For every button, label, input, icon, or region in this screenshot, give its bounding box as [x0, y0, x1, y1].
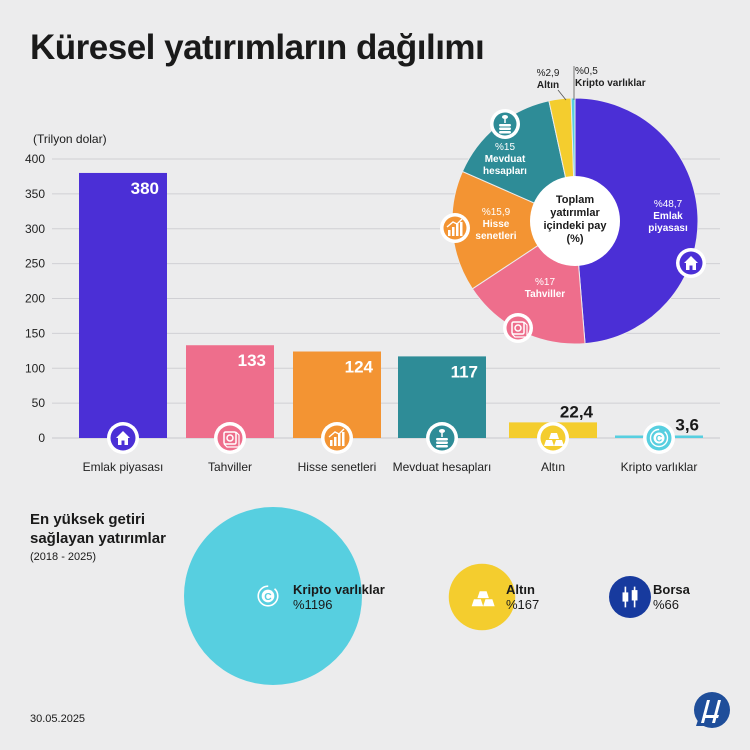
- bar-value-label: 117: [451, 362, 478, 381]
- chart-title: Küresel yatırımların dağılımı: [30, 28, 485, 67]
- y-tick-label: 100: [25, 361, 45, 375]
- y-tick-label: 50: [32, 396, 46, 410]
- x-category-label: Altın: [541, 460, 565, 474]
- bubble-name: Borsa: [653, 582, 690, 597]
- svg-text:C: C: [656, 434, 663, 444]
- x-category-label: Tahviller: [208, 460, 252, 474]
- growth-chart-icon: [321, 422, 353, 454]
- coin-stack-icon: [426, 422, 458, 454]
- pie-pct-label: %0,5: [575, 66, 598, 77]
- x-category-label: Emlak piyasası: [83, 460, 164, 474]
- y-tick-label: 150: [25, 326, 45, 340]
- bubble: [609, 576, 651, 618]
- x-category-label: Kripto varlıklar: [621, 460, 698, 474]
- pie-pct-label: %2,9: [537, 68, 560, 79]
- pie-name-label: Altın: [537, 80, 559, 91]
- pie-name-label: Emlak: [653, 211, 683, 222]
- bar-value-label: 133: [238, 351, 266, 370]
- gold-bars-icon: [471, 591, 495, 607]
- crypto-coin-icon: C: [643, 422, 675, 454]
- bar-group: 117 Mevduat hesapları: [393, 356, 492, 474]
- svg-text:C: C: [264, 592, 272, 603]
- pie-pct-label: %15,9: [482, 207, 511, 218]
- y-tick-label: 0: [38, 431, 45, 445]
- pie-name-label: Hisse: [483, 219, 510, 230]
- bubble-name: Kripto varlıklar: [293, 582, 385, 597]
- pie-center-label: içindeki pay: [544, 220, 608, 232]
- bar-group: 133 Tahviller: [186, 345, 274, 474]
- bar-group: 3,6 C Kripto varlıklar: [615, 415, 703, 474]
- bubble-value: %66: [653, 597, 680, 612]
- date-label: 30.05.2025: [30, 713, 86, 725]
- y-tick-label: 250: [25, 257, 45, 271]
- bubble-chart: C: [184, 507, 651, 685]
- bar-value-label: 380: [131, 179, 159, 198]
- pie-name-label: Kripto varlıklar: [575, 78, 646, 89]
- pie-pct-label: %48,7: [654, 199, 683, 210]
- x-category-label: Mevduat hesapları: [393, 460, 492, 474]
- growth-chart-icon: [440, 213, 470, 243]
- bubble-value: %167: [506, 597, 540, 612]
- pie-pct-label: %15: [495, 142, 515, 153]
- y-tick-label: 400: [25, 152, 45, 166]
- returns-subtitle: (2018 - 2025): [30, 551, 97, 563]
- aa-logo: [694, 692, 730, 728]
- bar-value-label: 3,6: [675, 415, 699, 434]
- pie-center-label: yatırımlar: [550, 207, 600, 219]
- bubble-label-crypto: Kripto varlıklar %1196: [293, 582, 385, 612]
- pie-name-label: Tahviller: [525, 289, 565, 300]
- bar-series: 380 Emlak piyasası 133 Tahviller 124 Hisse se…: [79, 172, 703, 474]
- crypto-coin-icon: C: [257, 585, 279, 607]
- pie-name-label: piyasası: [648, 223, 688, 234]
- bar-group: 124 Hisse senetleri: [293, 351, 381, 474]
- bubble-circle: [609, 576, 651, 618]
- bar: [79, 172, 167, 438]
- y-tick-label: 350: [25, 187, 45, 201]
- pie-center: [530, 176, 620, 266]
- returns-title: En yüksek getiri sağlayan yatırımlar: [30, 511, 166, 547]
- bond-icon: [503, 313, 533, 343]
- gold-bars-icon: [537, 422, 569, 454]
- bubble-label-stock: Borsa %66: [653, 582, 690, 612]
- coin-stack-icon: [490, 109, 520, 139]
- x-category-label: Hisse senetleri: [298, 460, 377, 474]
- pie-slice: [574, 97, 699, 345]
- bar-group: 22,4 Altın: [509, 402, 597, 474]
- y-axis-ticks: 0 50 100 150 200 250 300 350 400: [25, 152, 45, 445]
- bubble: C: [184, 507, 362, 685]
- pie-name-label: hesapları: [483, 166, 527, 177]
- pie-name-label: Mevduat: [485, 154, 526, 165]
- bubble: [448, 563, 516, 631]
- leader-line: [557, 89, 567, 101]
- bubble-name: Altın: [506, 582, 535, 597]
- pie-pct-label: %17: [535, 277, 555, 288]
- bar-group: 380 Emlak piyasası: [79, 172, 167, 474]
- y-tick-label: 300: [25, 222, 45, 236]
- pie-center-label: (%): [566, 233, 583, 245]
- bar-value-label: 124: [345, 358, 374, 377]
- y-axis-unit-label: (Trilyon dolar): [33, 132, 107, 146]
- candlestick-icon: [622, 586, 638, 608]
- y-tick-label: 200: [25, 292, 45, 306]
- bond-icon: [214, 422, 246, 454]
- bubble-label-gold: Altın %167: [506, 582, 539, 612]
- pie-name-label: senetleri: [475, 231, 516, 242]
- bar-value-label: 22,4: [560, 402, 594, 421]
- house-icon: [107, 422, 139, 454]
- house-icon: [676, 248, 706, 278]
- pie-center-label: Toplam: [556, 194, 595, 206]
- bubble-value: %1196: [293, 597, 333, 612]
